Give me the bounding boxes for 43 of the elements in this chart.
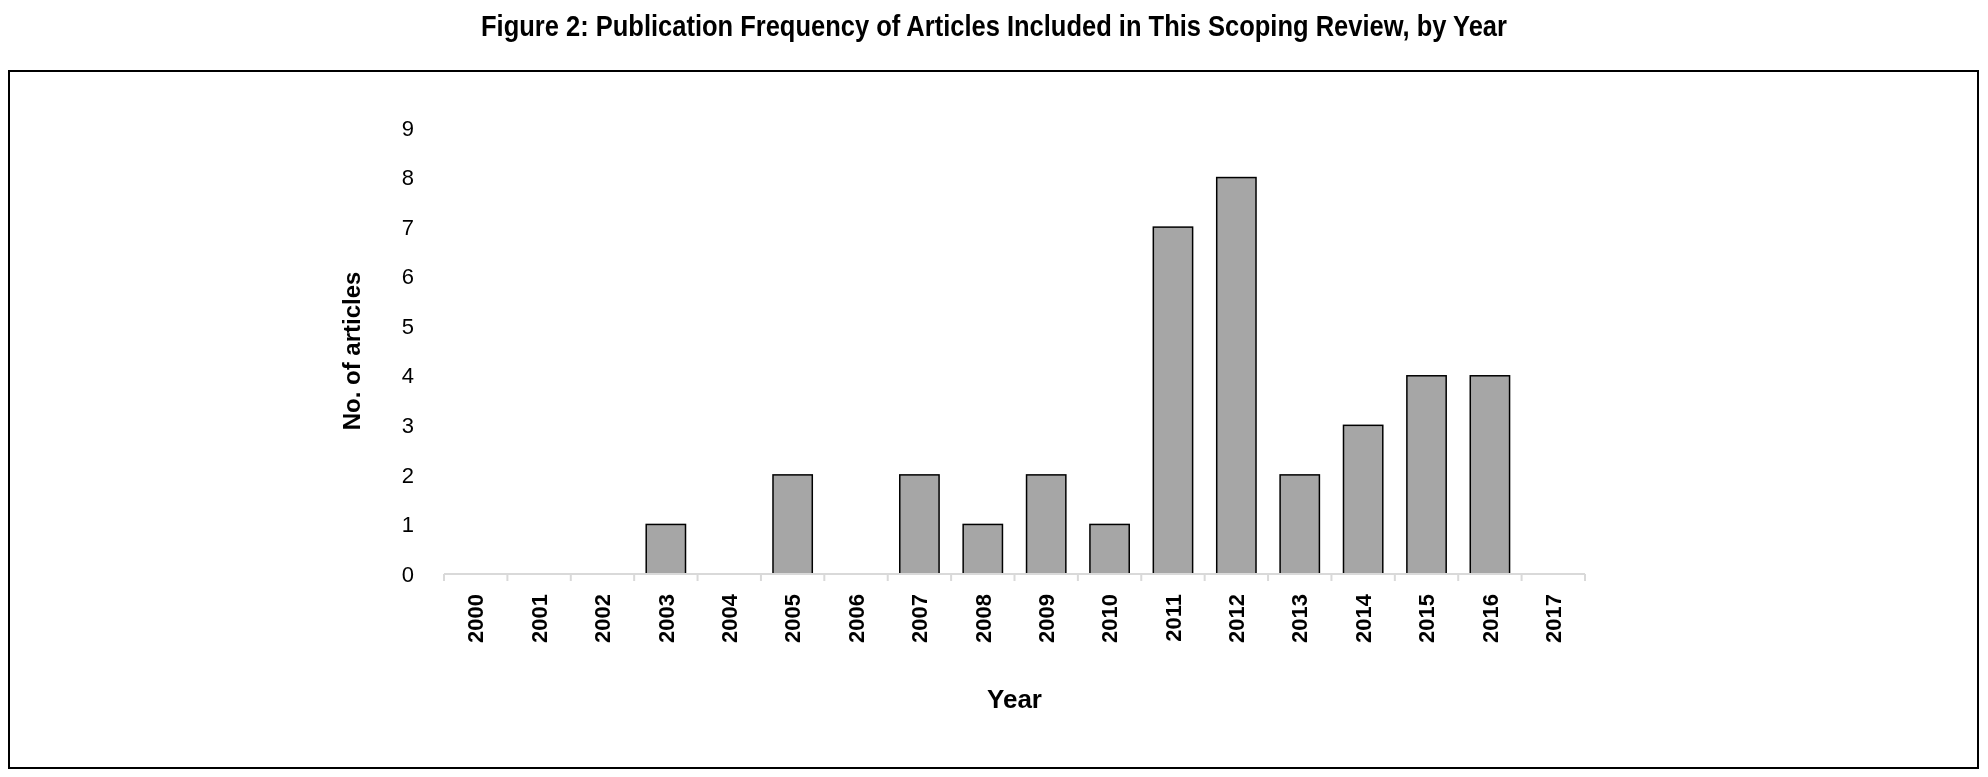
x-tick-label: 2011 xyxy=(1160,594,1186,642)
bar xyxy=(1342,424,1384,575)
bar xyxy=(1215,176,1257,575)
y-tick-label: 8 xyxy=(401,165,414,191)
x-tick-label: 2007 xyxy=(907,594,933,643)
x-tick-label: 2002 xyxy=(590,594,616,643)
y-tick-label: 9 xyxy=(401,115,414,141)
y-tick-label: 7 xyxy=(401,214,414,240)
bar xyxy=(772,474,814,575)
x-tick-label: 2009 xyxy=(1033,594,1059,643)
x-tick-label: 2004 xyxy=(716,593,742,643)
x-tick-label: 2003 xyxy=(653,594,679,643)
x-axis-title: Year xyxy=(987,684,1042,714)
x-tick-label: 2005 xyxy=(780,594,806,643)
x-tick-label: 2015 xyxy=(1414,594,1440,643)
y-tick-label: 5 xyxy=(401,313,414,339)
x-tick-label: 2014 xyxy=(1350,593,1376,643)
y-tick-label: 1 xyxy=(401,512,414,538)
bar xyxy=(1279,474,1321,575)
x-tick-label: 2010 xyxy=(1097,594,1123,643)
bar xyxy=(899,474,940,575)
y-tick-label: 0 xyxy=(401,561,414,587)
y-tick-label: 3 xyxy=(401,413,414,439)
y-tick-label: 4 xyxy=(401,363,414,389)
x-tick-label: 2017 xyxy=(1541,594,1567,643)
x-tick-label: 2012 xyxy=(1224,594,1250,643)
y-tick-label: 6 xyxy=(401,264,414,290)
x-tick-label: 2001 xyxy=(526,594,552,643)
x-tick-label: 2016 xyxy=(1477,594,1503,643)
bar xyxy=(1469,375,1511,575)
bar xyxy=(1152,226,1194,575)
bar xyxy=(1025,474,1067,575)
x-tick-label: 2013 xyxy=(1287,594,1313,643)
y-tick-label: 2 xyxy=(401,462,414,488)
bar xyxy=(1089,523,1130,575)
chart-title: Figure 2: Publication Frequency of Articles Included in This Scoping Review, by Year xyxy=(481,9,1508,43)
x-tick-label: 2006 xyxy=(843,594,869,643)
bar xyxy=(1406,375,1447,575)
bar xyxy=(645,523,687,575)
x-tick-label: 2008 xyxy=(970,594,996,643)
y-axis-title: No. of articles xyxy=(338,271,365,431)
bar xyxy=(962,523,1004,575)
x-tick-label: 2000 xyxy=(463,594,489,643)
